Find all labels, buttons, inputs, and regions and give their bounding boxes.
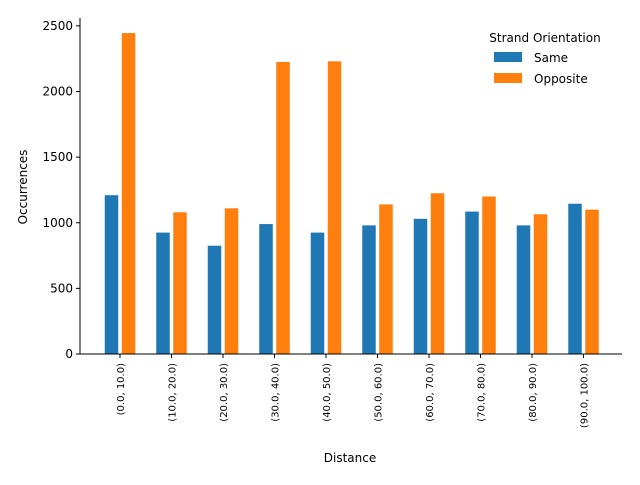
bar-same-6 (413, 218, 428, 354)
legend-swatch-opposite (494, 73, 522, 83)
tick-labels: (0.0, 10.0) (10.0, 20.0) (20.0, 30.0) (30.0… (42, 19, 590, 428)
x-tick-label: (70.0, 80.0) (477, 363, 488, 422)
bar-opposite-1 (173, 212, 187, 354)
x-tick-label: (60.0, 70.0) (425, 363, 436, 422)
y-tick-label: 2000 (42, 85, 73, 99)
bar-same-2 (207, 245, 222, 354)
x-tick-label: (80.0, 90.0) (528, 363, 539, 422)
bar-same-5 (362, 225, 376, 355)
x-tick-label: (90.0, 100.0) (580, 363, 591, 428)
bars (104, 33, 599, 355)
bar-same-0 (104, 195, 119, 354)
bar-opposite-4 (327, 61, 342, 355)
legend-swatch-same (494, 52, 522, 62)
legend-label-opposite: Opposite (534, 72, 588, 86)
x-axis-label: Distance (324, 451, 376, 465)
bar-same-4 (310, 232, 325, 354)
bar-opposite-5 (379, 204, 393, 355)
y-tick-label: 1500 (42, 150, 73, 164)
y-tick-label: 1000 (42, 216, 73, 230)
legend-label-same: Same (534, 51, 568, 65)
y-tick-label: 500 (50, 281, 73, 295)
bar-opposite-0 (121, 33, 136, 355)
x-tick-label: (20.0, 30.0) (219, 363, 230, 422)
x-tick-label: (40.0, 50.0) (322, 363, 333, 422)
bar-same-8 (516, 225, 531, 355)
bar-opposite-9 (585, 209, 599, 355)
axes (76, 18, 622, 358)
bar-same-7 (465, 211, 479, 354)
bar-same-3 (259, 224, 273, 354)
y-tick-label: 0 (65, 347, 73, 361)
legend: Strand Orientation Same Opposite (489, 31, 600, 86)
x-tick-label: (0.0, 10.0) (116, 363, 127, 415)
x-tick-label: (50.0, 60.0) (374, 363, 385, 422)
legend-title: Strand Orientation (489, 31, 600, 45)
bar-same-1 (156, 232, 170, 354)
y-tick-label: 2500 (42, 19, 73, 33)
y-axis-label: Occurrences (16, 150, 30, 225)
bar-opposite-8 (533, 214, 548, 354)
bar-same-9 (568, 203, 582, 354)
x-tick-label: (10.0, 20.0) (168, 363, 179, 422)
bar-opposite-6 (430, 193, 445, 354)
x-tick-label: (30.0, 40.0) (271, 363, 282, 422)
bar-opposite-3 (276, 61, 290, 354)
bar-opposite-2 (224, 208, 239, 354)
bar-opposite-7 (482, 196, 496, 354)
